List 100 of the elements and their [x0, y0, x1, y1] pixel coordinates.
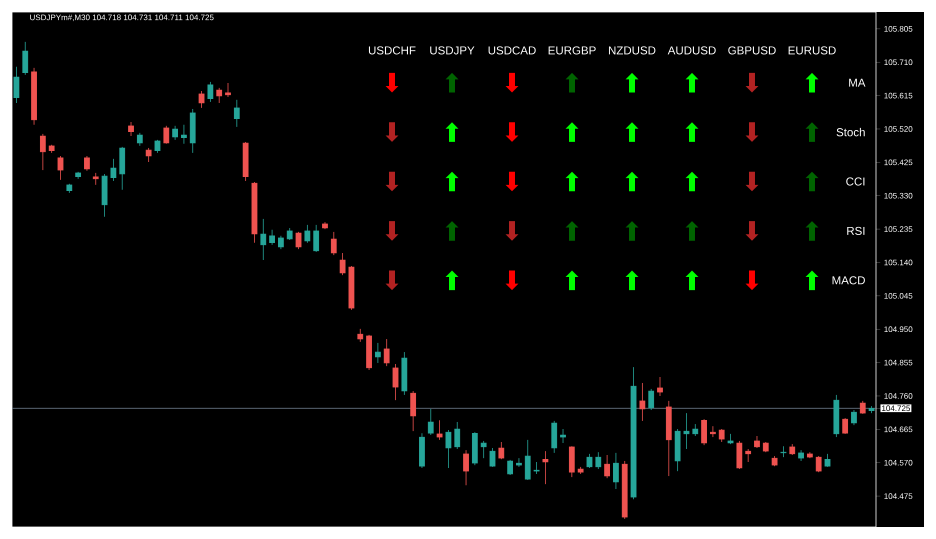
candlestick — [110, 158, 116, 182]
category-label: USDCAD — [488, 46, 536, 54]
text: ⬆ — [686, 122, 698, 142]
candlestick — [198, 90, 204, 108]
candlestick — [14, 66, 20, 104]
candlestick — [225, 82, 231, 98]
candlestick — [463, 450, 469, 486]
candlestick — [216, 87, 222, 104]
text: ⬆ — [626, 221, 638, 241]
y-tick-label: 105.235 — [884, 226, 912, 232]
candlestick — [701, 418, 707, 446]
category-label: Stoch — [836, 128, 865, 136]
text: ⬆ — [686, 221, 698, 241]
candlestick — [498, 442, 504, 460]
category-label: CCI — [846, 177, 864, 186]
category-label: USDJPY — [430, 46, 474, 54]
text: ⬆ — [566, 172, 578, 192]
text: ⬇ — [506, 122, 518, 142]
candlestick — [789, 444, 796, 456]
text: ⬆ — [566, 72, 578, 93]
candlestick — [428, 408, 434, 436]
text: ⬆ — [566, 270, 578, 290]
candlestick — [146, 148, 152, 162]
text: ⬆ — [446, 72, 458, 93]
y-tick-label: 104.475 — [884, 493, 912, 499]
text: ⬇ — [746, 221, 758, 241]
candlestick — [639, 382, 646, 422]
text: ⬇ — [506, 72, 518, 93]
text: ⬇ — [506, 221, 518, 241]
category-label: AUDUSD — [668, 46, 716, 54]
y-tick-label: 105.425 — [884, 160, 912, 166]
candlestick — [772, 456, 778, 467]
candlestick — [595, 452, 602, 470]
text: ⬇ — [386, 122, 398, 142]
text: ⬇ — [386, 221, 398, 241]
candlestick — [728, 434, 734, 444]
text: ⬇ — [386, 72, 398, 93]
candlestick — [490, 448, 496, 468]
candlestick — [66, 183, 72, 194]
candlestick — [296, 232, 302, 250]
text: ⬆ — [806, 72, 818, 93]
text: ⬇ — [386, 270, 398, 290]
candlestick — [824, 454, 830, 468]
candlestick — [234, 99, 240, 128]
category-label: USDCHF — [368, 46, 416, 54]
text: ⬇ — [746, 270, 758, 290]
candlestick — [181, 124, 187, 144]
text: ⬇ — [746, 72, 758, 93]
text: ⬆ — [446, 122, 458, 142]
category-label: RSI — [847, 226, 864, 235]
candlestick — [207, 82, 214, 102]
y-tick-label: 104.855 — [884, 360, 912, 366]
candlestick — [446, 430, 452, 468]
y-tick-label: 105.805 — [884, 26, 912, 32]
candlestick — [340, 252, 346, 276]
candlestick — [604, 454, 610, 479]
category-label: MACD — [832, 276, 865, 284]
candlestick — [842, 418, 848, 434]
candlestick — [172, 125, 178, 140]
candlestick — [816, 456, 822, 473]
candlestick — [480, 440, 487, 459]
y-tick-label: 105.140 — [884, 260, 912, 266]
candlestick — [762, 442, 769, 453]
candlestick — [357, 328, 364, 342]
candlestick — [154, 139, 160, 154]
candlestick — [754, 436, 760, 448]
candlestick — [392, 364, 398, 401]
candlestick — [798, 450, 804, 462]
text: ⬆ — [566, 221, 578, 241]
candlestick — [269, 229, 275, 246]
text: ⬇ — [506, 172, 518, 192]
candlestick — [163, 125, 170, 144]
text: ⬆ — [806, 221, 818, 241]
y-tick-label: 105.045 — [884, 293, 912, 299]
candlestick — [648, 388, 654, 410]
candlestick — [58, 156, 64, 180]
text: ⬆ — [626, 270, 638, 290]
candlestick — [507, 460, 514, 476]
candlestick — [542, 450, 548, 485]
candlestick — [710, 426, 716, 438]
text: ⬆ — [686, 270, 698, 290]
text: ⬆ — [626, 72, 638, 93]
y-tick-label: 104.665 — [884, 426, 912, 432]
text: ⬆ — [446, 221, 458, 241]
candlestick — [304, 224, 310, 244]
candlestick — [278, 235, 284, 250]
candlestick — [684, 412, 690, 450]
text: ⬆ — [446, 172, 458, 192]
y-tick-label: 105.615 — [884, 92, 912, 98]
category-label: GBPUSD — [728, 46, 776, 54]
candlestick — [410, 390, 416, 432]
text: ⬇ — [746, 122, 758, 142]
candlestick — [860, 400, 866, 414]
y-tick-label: 105.330 — [884, 192, 912, 199]
text: ⬆ — [626, 122, 638, 142]
candlestick — [84, 156, 90, 172]
candlestick — [260, 218, 266, 260]
y-tick-label: 105.520 — [884, 126, 912, 132]
category-label: MA — [849, 78, 866, 87]
candlestick — [524, 439, 531, 480]
